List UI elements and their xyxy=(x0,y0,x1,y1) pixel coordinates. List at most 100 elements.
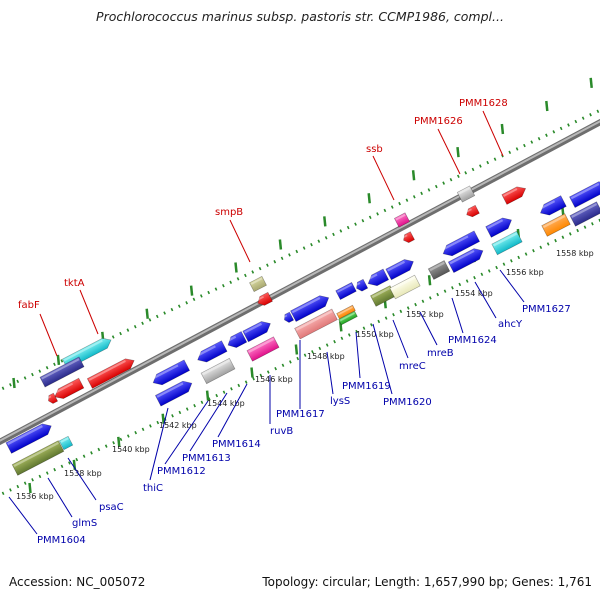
lower-scale-tick xyxy=(161,413,165,424)
gene-label-PMM1617[interactable]: PMM1617 xyxy=(276,409,325,420)
gene-label-PMM1604[interactable]: PMM1604 xyxy=(37,535,86,546)
gene-label-mreC[interactable]: mreC xyxy=(399,361,426,372)
upper-scale-tick xyxy=(367,193,371,204)
leader-line xyxy=(164,400,209,465)
gene-PMM1624-blue[interactable] xyxy=(447,245,485,274)
gene-label-lysS[interactable]: lysS xyxy=(330,396,350,407)
gene-label-PMM1612[interactable]: PMM1612 xyxy=(157,466,206,477)
leader-line xyxy=(39,313,58,357)
gene-red-upper[interactable] xyxy=(86,356,136,389)
map-title: Prochlorococcus marinus subsp. pastoris … xyxy=(96,9,504,24)
gene-PMM1627[interactable] xyxy=(541,213,571,237)
gene-label-PMM1614[interactable]: PMM1614 xyxy=(212,439,261,450)
scale-label: 1542 kbp xyxy=(159,421,197,430)
leader-line xyxy=(451,297,464,334)
gene-blue-h[interactable] xyxy=(365,268,390,289)
scale-label: 1544 kbp xyxy=(207,399,245,408)
gene-blue-l[interactable] xyxy=(538,195,567,219)
leader-line xyxy=(79,289,99,335)
scale-label: 1538 kbp xyxy=(64,469,102,478)
gene-fabF[interactable] xyxy=(39,356,85,388)
gene-smpB[interactable] xyxy=(249,275,267,293)
gene-ruvB[interactable] xyxy=(246,336,280,362)
gene-mreB[interactable] xyxy=(389,274,421,300)
gene-blue-tiny[interactable] xyxy=(282,311,295,324)
gene-blue-j[interactable] xyxy=(440,230,481,259)
gene-label-PMM1619[interactable]: PMM1619 xyxy=(342,381,391,392)
scale-label: 1536 kbp xyxy=(16,492,54,501)
gene-label-PMM1628[interactable]: PMM1628 xyxy=(459,98,508,109)
gene-PMM1624[interactable] xyxy=(427,260,451,280)
leader-line xyxy=(419,311,438,346)
upper-scale-tick xyxy=(234,262,238,273)
gene-label-smpB[interactable]: smpB xyxy=(215,207,243,218)
upper-scale-tick xyxy=(278,239,283,250)
leader-line xyxy=(229,219,251,263)
gene-lysS-orange[interactable] xyxy=(336,304,356,320)
gene-label-psaC[interactable]: psaC xyxy=(99,502,124,513)
gene-psaC[interactable] xyxy=(58,435,74,451)
gene-label-PMM1624[interactable]: PMM1624 xyxy=(448,335,497,346)
leader-line xyxy=(8,496,38,535)
scale-label: 1552 kbp xyxy=(406,310,444,319)
leader-line xyxy=(482,110,504,157)
gene-PMM1626[interactable] xyxy=(456,185,476,203)
gene-PMM1617[interactable] xyxy=(294,308,338,340)
upper-scale-tick xyxy=(145,308,149,319)
gene-label-PMM1613[interactable]: PMM1613 xyxy=(182,453,231,464)
upper-scale-tick xyxy=(189,285,194,296)
lower-scale-line xyxy=(0,218,600,497)
upper-scale-tick xyxy=(56,354,61,366)
gene-fabF-neighbor[interactable] xyxy=(52,377,85,402)
gene-small-red[interactable] xyxy=(46,392,59,405)
gene-glmS[interactable] xyxy=(11,440,65,476)
leader-line xyxy=(149,407,169,481)
gene-blue-a[interactable] xyxy=(150,359,191,388)
gene-label-fabF[interactable]: fabF xyxy=(18,300,40,311)
gene-blue-i[interactable] xyxy=(385,256,416,281)
gene-PMM1612[interactable] xyxy=(200,357,236,385)
gene-label-ruvB[interactable]: ruvB xyxy=(270,426,293,437)
gene-blue-g[interactable] xyxy=(354,278,369,292)
gene-ssb-red[interactable] xyxy=(401,231,415,245)
leader-line xyxy=(499,269,525,303)
gene-label-PMM1620[interactable]: PMM1620 xyxy=(383,397,432,408)
gene-smpB-red[interactable] xyxy=(255,291,273,307)
gene-PMM1628[interactable] xyxy=(501,184,528,205)
upper-scale-tick xyxy=(323,216,327,227)
leader-line xyxy=(355,331,361,379)
gene-PMM1626-red[interactable] xyxy=(465,204,480,219)
gene-label-thiC[interactable]: thiC xyxy=(143,483,163,494)
gene-label-ahcY[interactable]: ahcY xyxy=(498,319,523,330)
leader-line xyxy=(437,128,461,175)
gene-label-PMM1626[interactable]: PMM1626 xyxy=(414,116,463,127)
gene-ahcY[interactable] xyxy=(491,230,523,256)
gene-thiC[interactable] xyxy=(154,378,194,407)
gene-blue-k[interactable] xyxy=(485,215,515,238)
gene-label-PMM1627[interactable]: PMM1627 xyxy=(522,304,571,315)
gene-lysS-green[interactable] xyxy=(338,310,358,326)
lower-scale-tick xyxy=(294,344,299,355)
leader-line xyxy=(392,319,409,359)
gene-PMM1604[interactable] xyxy=(5,421,54,454)
scale-label: 1540 kbp xyxy=(112,445,150,454)
gene-label-tktA[interactable]: tktA xyxy=(64,278,85,289)
gene-blue-b[interactable] xyxy=(195,340,228,365)
gene-navy-edge[interactable] xyxy=(569,201,600,227)
gene-ssb[interactable] xyxy=(393,212,411,228)
gene-blue-c[interactable] xyxy=(225,331,248,351)
gene-blue-e[interactable] xyxy=(290,292,331,322)
gene-blue-f[interactable] xyxy=(335,282,357,300)
genome-summary-text: Topology: circular; Length: 1,657,990 bp… xyxy=(262,575,592,589)
leader-line xyxy=(67,457,97,501)
leader-line xyxy=(372,323,393,395)
gene-label-glmS[interactable]: glmS xyxy=(72,518,97,529)
gene-blue-d[interactable] xyxy=(242,318,273,343)
gene-label-ssb[interactable]: ssb xyxy=(366,144,383,155)
lower-scale-tick xyxy=(117,436,121,447)
gene-label-mreB[interactable]: mreB xyxy=(427,348,454,359)
gene-blue-m[interactable] xyxy=(569,178,600,208)
lower-scale-tick xyxy=(28,482,32,494)
leader-line xyxy=(189,392,228,452)
